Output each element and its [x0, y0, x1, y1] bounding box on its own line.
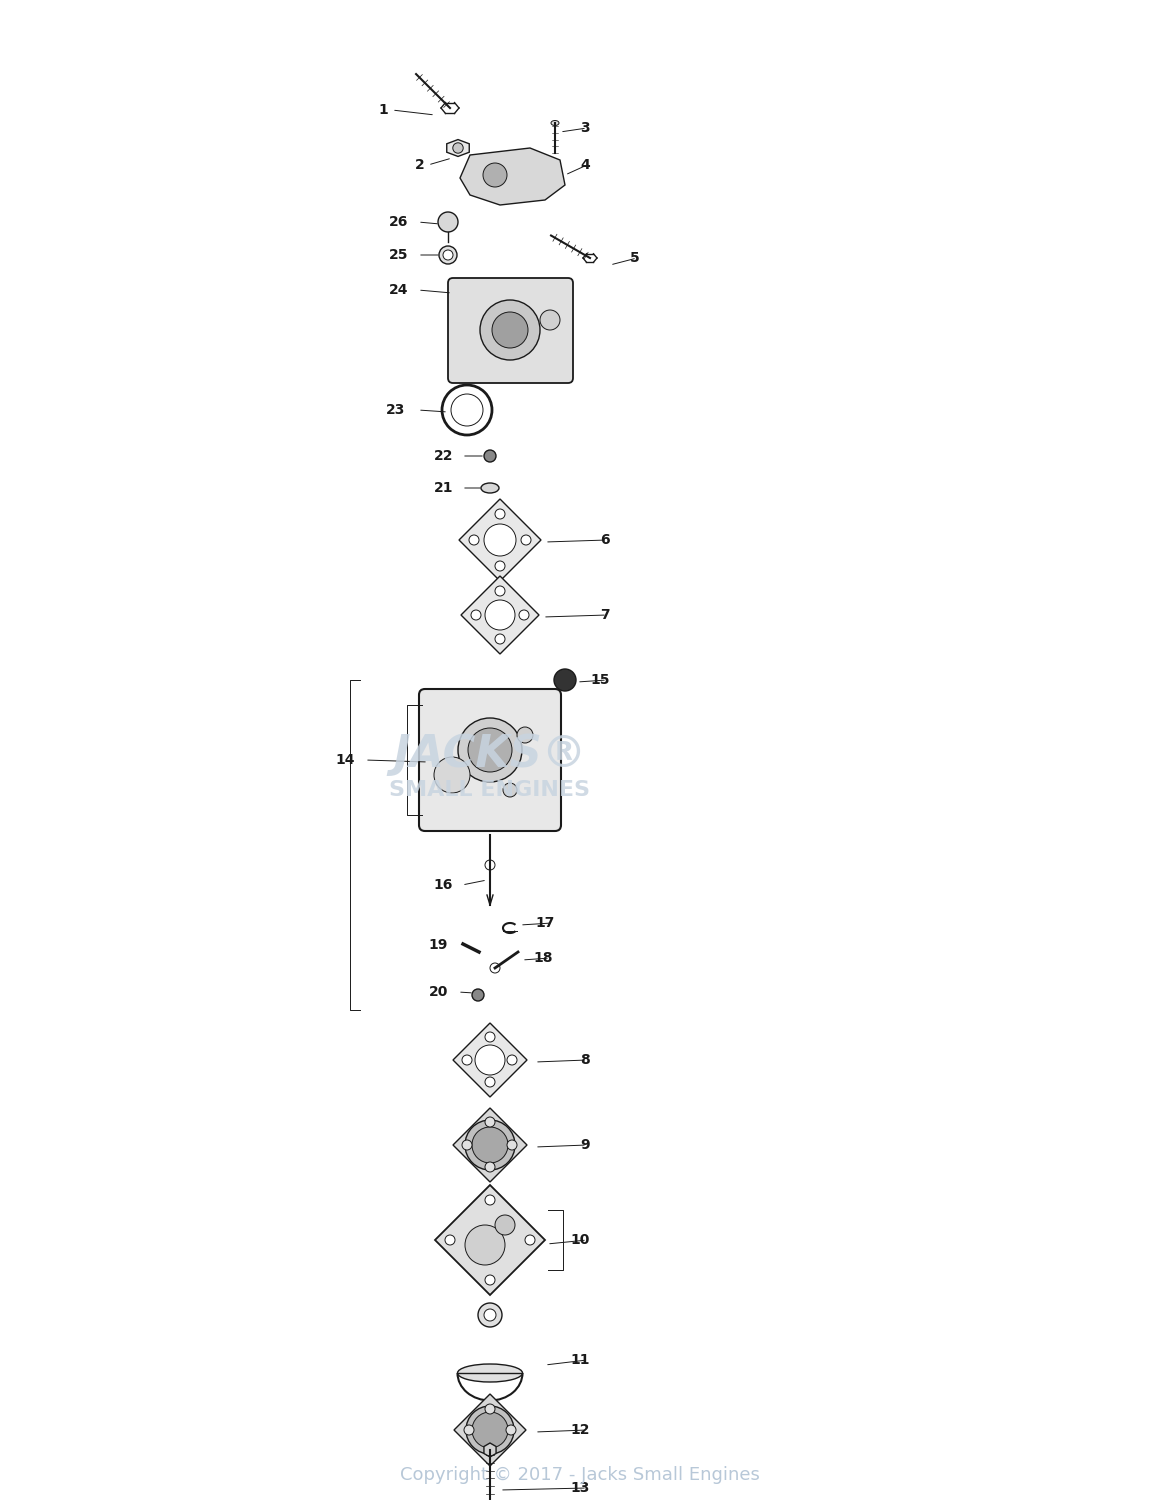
Circle shape: [484, 1077, 495, 1088]
Text: 14: 14: [335, 753, 355, 766]
Circle shape: [465, 1226, 505, 1264]
Circle shape: [522, 536, 531, 544]
Ellipse shape: [481, 483, 500, 494]
Text: 24: 24: [388, 284, 408, 297]
Circle shape: [464, 1425, 474, 1436]
Circle shape: [484, 450, 496, 462]
Circle shape: [493, 312, 529, 348]
Circle shape: [462, 1140, 472, 1150]
Polygon shape: [453, 1023, 527, 1096]
Circle shape: [484, 1032, 495, 1042]
Circle shape: [472, 1412, 508, 1448]
Circle shape: [490, 963, 500, 974]
Text: SMALL ENGINES: SMALL ENGINES: [389, 780, 590, 800]
Text: 12: 12: [570, 1424, 590, 1437]
Circle shape: [484, 1275, 495, 1286]
Polygon shape: [460, 148, 564, 206]
Circle shape: [484, 1118, 495, 1126]
FancyBboxPatch shape: [420, 688, 561, 831]
Circle shape: [495, 586, 505, 596]
Circle shape: [445, 1234, 455, 1245]
Circle shape: [442, 386, 493, 435]
Circle shape: [443, 251, 453, 260]
Circle shape: [484, 1162, 495, 1172]
Text: 21: 21: [433, 482, 453, 495]
Text: 10: 10: [570, 1233, 590, 1246]
Circle shape: [468, 728, 512, 772]
Text: 17: 17: [535, 916, 555, 930]
Text: 7: 7: [600, 608, 610, 622]
Polygon shape: [459, 500, 541, 580]
Text: 5: 5: [630, 251, 640, 266]
Circle shape: [484, 1310, 496, 1322]
Text: 11: 11: [570, 1353, 590, 1366]
Text: 6: 6: [600, 532, 610, 548]
Text: 20: 20: [429, 986, 449, 999]
FancyBboxPatch shape: [449, 278, 573, 382]
Circle shape: [465, 1120, 515, 1170]
Circle shape: [453, 142, 464, 153]
Circle shape: [438, 211, 458, 232]
Text: 8: 8: [581, 1053, 590, 1066]
Circle shape: [472, 1126, 508, 1162]
Circle shape: [506, 1140, 517, 1150]
Circle shape: [483, 164, 506, 188]
Circle shape: [458, 718, 522, 782]
Circle shape: [495, 509, 505, 519]
Circle shape: [451, 394, 483, 426]
Ellipse shape: [458, 1364, 523, 1382]
Text: 13: 13: [570, 1480, 590, 1496]
Text: 1: 1: [378, 104, 388, 117]
Circle shape: [495, 634, 505, 644]
Circle shape: [484, 600, 515, 630]
Text: JACKS®: JACKS®: [393, 734, 586, 777]
Circle shape: [519, 610, 529, 620]
Text: 4: 4: [581, 158, 590, 172]
Circle shape: [540, 310, 560, 330]
Circle shape: [484, 1404, 495, 1414]
Circle shape: [525, 1234, 535, 1245]
Circle shape: [480, 300, 540, 360]
Text: 3: 3: [581, 122, 590, 135]
Text: 19: 19: [429, 938, 449, 952]
Circle shape: [484, 524, 516, 556]
Circle shape: [478, 1304, 502, 1328]
Polygon shape: [454, 1394, 526, 1466]
Circle shape: [475, 1046, 505, 1076]
Polygon shape: [435, 1185, 545, 1294]
Polygon shape: [453, 1108, 527, 1182]
Text: 22: 22: [433, 448, 453, 464]
Text: 23: 23: [386, 404, 404, 417]
Circle shape: [506, 1054, 517, 1065]
Circle shape: [472, 988, 484, 1000]
Circle shape: [484, 859, 495, 870]
Text: Copyright © 2017 - Jacks Small Engines: Copyright © 2017 - Jacks Small Engines: [400, 1466, 760, 1484]
Polygon shape: [484, 1443, 496, 1456]
Circle shape: [484, 1196, 495, 1204]
Circle shape: [466, 1406, 513, 1453]
Text: 25: 25: [388, 248, 408, 262]
Polygon shape: [461, 576, 539, 654]
Circle shape: [506, 1425, 516, 1436]
Text: 2: 2: [415, 158, 425, 172]
Circle shape: [462, 1054, 472, 1065]
Polygon shape: [446, 140, 469, 156]
Circle shape: [484, 1446, 495, 1456]
Text: 18: 18: [533, 951, 553, 964]
Circle shape: [439, 246, 457, 264]
Circle shape: [554, 669, 576, 692]
Ellipse shape: [551, 120, 559, 126]
Text: 9: 9: [581, 1138, 590, 1152]
Circle shape: [503, 783, 517, 796]
Circle shape: [495, 561, 505, 572]
Text: 26: 26: [388, 214, 408, 230]
Circle shape: [495, 1215, 515, 1234]
Text: 15: 15: [590, 674, 610, 687]
Circle shape: [433, 758, 471, 794]
Text: 16: 16: [433, 878, 453, 892]
Circle shape: [469, 536, 479, 544]
Circle shape: [471, 610, 481, 620]
Circle shape: [517, 728, 533, 742]
